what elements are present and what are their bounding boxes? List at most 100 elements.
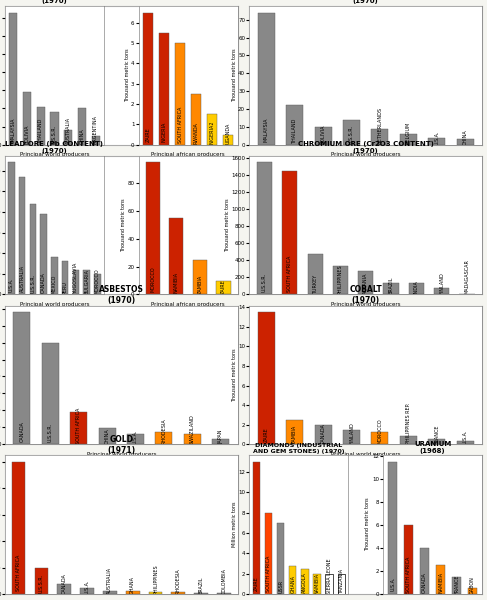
Bar (409, 283, 424, 295)
Text: UGANDA: UGANDA (225, 123, 230, 145)
Text: ZAIRE: ZAIRE (264, 427, 269, 442)
Bar (253, 462, 260, 594)
Y-axis label: Thousand metric tons: Thousand metric tons (366, 498, 371, 551)
Text: RWANDA: RWANDA (194, 122, 199, 143)
Bar (40, 214, 47, 295)
Text: TANZANIA: TANZANIA (338, 568, 344, 593)
Bar (216, 281, 231, 295)
Bar (258, 312, 275, 444)
Bar (420, 548, 430, 594)
Bar (286, 420, 303, 444)
Text: USSR: USSR (278, 580, 283, 593)
Text: MALAYSIA: MALAYSIA (11, 118, 16, 142)
Text: SIERRA LEONE: SIERRA LEONE (327, 558, 332, 593)
Bar (383, 283, 399, 295)
Text: ZAIRE: ZAIRE (254, 577, 259, 592)
Y-axis label: Thousand metric tons: Thousand metric tons (232, 49, 237, 102)
Bar (452, 577, 461, 594)
Text: SOUTH AFRICA: SOUTH AFRICA (16, 555, 21, 592)
Bar (80, 588, 94, 594)
Bar (277, 523, 284, 594)
Bar (400, 436, 417, 444)
Bar (70, 412, 87, 444)
Bar (358, 271, 374, 295)
Text: U.S.S.R.: U.S.S.R. (349, 125, 354, 144)
Text: SOUTH AFRICA: SOUTH AFRICA (178, 106, 183, 143)
Text: U.S.A.: U.S.A. (434, 130, 439, 145)
Title: TIN (SMELTER PRODUCTION)
(1970): TIN (SMELTER PRODUCTION) (1970) (310, 0, 422, 4)
Bar (258, 13, 275, 145)
X-axis label: Principal african producers: Principal african producers (151, 302, 225, 307)
Text: BOLIVIA: BOLIVIA (320, 125, 326, 145)
Text: NAMIBIA: NAMIBIA (174, 272, 179, 293)
Text: BOLIVIA: BOLIVIA (24, 124, 29, 143)
Text: SOUTH AFRICA: SOUTH AFRICA (76, 407, 81, 443)
Y-axis label: Thousand metric tons: Thousand metric tons (225, 199, 230, 252)
Text: U.S.S.R.: U.S.S.R. (30, 274, 36, 293)
Text: U.S.A.: U.S.A. (133, 430, 138, 444)
Bar (98, 428, 115, 444)
Text: U.S.S.R.: U.S.S.R. (48, 423, 53, 442)
Bar (8, 163, 15, 295)
Bar (282, 171, 298, 295)
Bar (436, 565, 446, 594)
Bar (184, 434, 201, 444)
Bar (94, 274, 101, 295)
Text: SOUTH AFRICA: SOUTH AFRICA (266, 556, 271, 592)
Bar (428, 137, 445, 145)
Bar (19, 177, 25, 295)
Bar (224, 134, 233, 145)
Text: AUSTRALIA: AUSTRALIA (107, 567, 112, 594)
Text: U.S.A.: U.S.A. (85, 580, 90, 594)
Bar (175, 43, 185, 145)
Text: NIGERIA: NIGERIA (162, 122, 167, 142)
Text: NIGERIA2: NIGERIA2 (209, 121, 215, 144)
Bar (83, 269, 90, 295)
Text: ZAIRE: ZAIRE (221, 280, 226, 294)
Bar (428, 439, 445, 444)
Y-axis label: Thousand metric tons: Thousand metric tons (232, 348, 237, 401)
Text: SOUTH AFRICA: SOUTH AFRICA (406, 556, 411, 593)
Text: ZAIRE: ZAIRE (146, 127, 150, 142)
Text: CANADA: CANADA (422, 572, 427, 593)
Bar (51, 257, 57, 295)
Bar (194, 593, 208, 594)
Text: MOROCCO: MOROCCO (150, 266, 155, 292)
Bar (333, 266, 348, 295)
Text: U.S.S.R.: U.S.S.R. (52, 125, 57, 144)
Text: RHODESIA: RHODESIA (161, 418, 167, 444)
Text: COLOMBIA: COLOMBIA (222, 568, 226, 594)
Text: PHILIPPINES: PHILIPPINES (338, 264, 343, 294)
Bar (42, 343, 59, 444)
Text: CHINA: CHINA (105, 428, 110, 444)
Bar (315, 425, 332, 444)
Bar (35, 568, 48, 594)
Text: CANADA: CANADA (62, 573, 67, 594)
Bar (12, 462, 25, 594)
Bar (64, 130, 72, 145)
Bar (92, 136, 100, 145)
Text: ALBANIA: ALBANIA (363, 272, 368, 294)
Text: SWAZILAND: SWAZILAND (190, 414, 195, 444)
Bar (325, 574, 333, 594)
Bar (404, 525, 413, 594)
Text: RHODESIA: RHODESIA (176, 568, 181, 594)
Text: THAILAND: THAILAND (292, 119, 297, 144)
Bar (343, 430, 360, 444)
Text: SOUTH AFRICA: SOUTH AFRICA (287, 256, 292, 292)
Text: GHANA: GHANA (290, 575, 295, 593)
Bar (315, 127, 332, 145)
X-axis label: Principal world producers: Principal world producers (331, 302, 400, 307)
Text: FINLAND: FINLAND (439, 272, 444, 295)
Text: ANGOLA: ANGOLA (302, 572, 307, 593)
Bar (155, 431, 172, 444)
Text: BELGIUM: BELGIUM (406, 122, 411, 145)
Text: MALAYSIA: MALAYSIA (264, 118, 269, 142)
Bar (289, 566, 297, 594)
Text: ZAMBIA: ZAMBIA (292, 424, 297, 444)
Title: CHROMIUM ORE (Cr2O3 CONTENT)
(1970): CHROMIUM ORE (Cr2O3 CONTENT) (1970) (298, 141, 433, 154)
Y-axis label: Thousand metric tons: Thousand metric tons (121, 199, 126, 252)
Bar (212, 439, 229, 444)
Bar (388, 462, 397, 594)
Text: AUSTRALIA: AUSTRALIA (66, 117, 71, 145)
